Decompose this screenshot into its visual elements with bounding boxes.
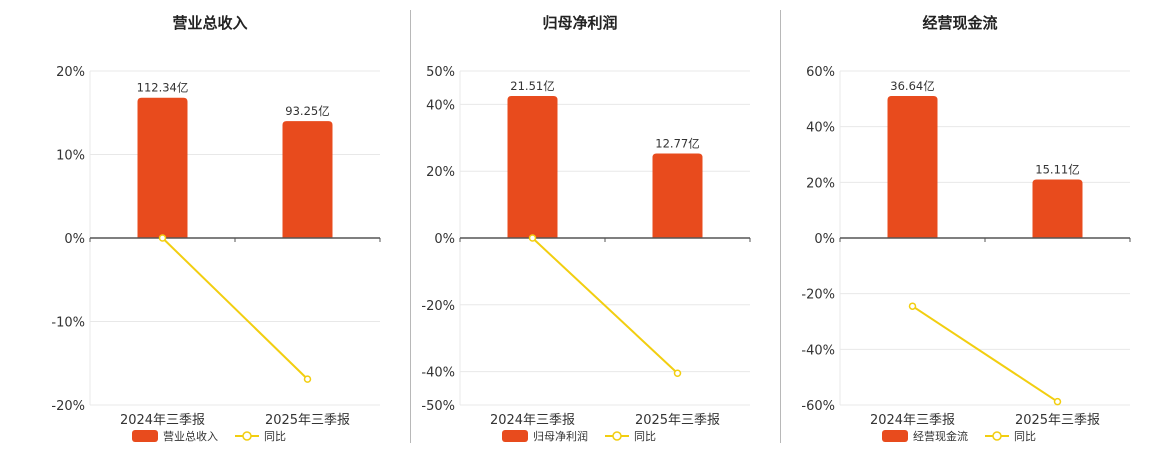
legend-label: 归母净利润 <box>533 429 588 443</box>
revenue-chart: 营业总收入 -20% -10% 0% 10% 20% 112.34亿 93.25亿 2024年三… <box>51 14 381 443</box>
y-tick-label: 40% <box>426 98 455 113</box>
x-category-label: 2024年三季报 <box>870 413 955 428</box>
y-tick-label: 20% <box>426 165 455 180</box>
chart-title: 归母净利润 <box>542 14 617 32</box>
x-category-label: 2024年三季报 <box>120 413 205 428</box>
legend-label: 经营现金流 <box>913 429 968 443</box>
cash-flow-chart: 经营现金流 -60% -40% -20% 0% 20% 40% 60% 36.64亿 15.11亿… <box>801 14 1131 443</box>
bar <box>1032 179 1083 238</box>
legend-line-marker <box>992 431 1002 441</box>
bar-value-label: 15.11亿 <box>1035 163 1079 177</box>
yoy-line <box>531 237 679 375</box>
y-tick-label: 10% <box>56 149 85 164</box>
yoy-point <box>303 375 312 383</box>
yoy-point <box>158 234 167 242</box>
yoy-line <box>161 237 309 380</box>
y-tick-label: -60% <box>801 399 835 414</box>
y-tick-label: -40% <box>421 366 455 381</box>
legend-bar-swatch <box>882 430 908 442</box>
chart-title: 营业总收入 <box>172 14 247 32</box>
chart-panel-revenue: 营业总收入 -20% -10% 0% 10% 20% 112.34亿 93.25亿 2024年三… <box>0 0 410 450</box>
net-profit-chart: 归母净利润 -50% -40% -20% 0% 20% 40% 50% 21.51亿 12.77亿… <box>421 14 751 443</box>
bar-value-label: 21.51亿 <box>510 79 554 93</box>
legend-label: 同比 <box>1014 430 1036 443</box>
y-tick-label: -50% <box>421 399 455 414</box>
y-tick-label: 50% <box>426 65 455 80</box>
bar <box>282 121 333 238</box>
y-tick-label: 40% <box>806 121 835 136</box>
y-tick-label: -20% <box>421 299 455 314</box>
y-tick-label: 60% <box>806 65 835 80</box>
y-tick-label: -10% <box>51 316 85 331</box>
yoy-point <box>908 302 917 310</box>
bar <box>887 96 938 238</box>
panel-divider <box>780 10 781 443</box>
y-tick-label: -20% <box>51 399 85 414</box>
bar-value-label: 36.64亿 <box>890 79 934 93</box>
yoy-point <box>673 369 682 378</box>
chart-title: 经营现金流 <box>922 14 997 32</box>
chart-panel-net-profit: 归母净利润 -50% -40% -20% 0% 20% 40% 50% 21.51亿 12.77亿… <box>370 0 780 450</box>
x-category-label: 2025年三季报 <box>635 413 720 428</box>
y-tick-label: 20% <box>56 65 85 80</box>
x-category-label: 2025年三季报 <box>1015 413 1100 428</box>
y-tick-label: 0% <box>64 232 85 247</box>
x-category-label: 2025年三季报 <box>265 413 350 428</box>
legend-label: 同比 <box>264 430 286 443</box>
bar <box>652 153 703 238</box>
chart-panel-cash-flow: 经营现金流 -60% -40% -20% 0% 20% 40% 60% 36.64亿 15.11亿… <box>750 0 1160 450</box>
bar-value-label: 12.77亿 <box>655 136 699 150</box>
legend-line-marker <box>242 431 252 441</box>
y-tick-label: 0% <box>814 232 835 247</box>
x-category-label: 2024年三季报 <box>490 413 575 428</box>
y-tick-label: -40% <box>801 343 835 358</box>
legend-label: 营业总收入 <box>163 429 218 443</box>
yoy-point <box>1053 397 1062 406</box>
bar-value-label: 93.25亿 <box>285 104 329 118</box>
bar-value-label: 112.34亿 <box>137 81 189 95</box>
bar <box>137 97 188 238</box>
y-tick-label: 20% <box>806 176 835 191</box>
yoy-point <box>528 234 537 242</box>
legend-label: 同比 <box>634 430 656 443</box>
panel-divider <box>410 10 411 443</box>
legend-line-marker <box>612 431 622 441</box>
legend-bar-swatch <box>502 430 528 442</box>
legend-bar-swatch <box>132 430 158 442</box>
y-tick-label: 0% <box>434 232 455 247</box>
yoy-line <box>911 305 1059 403</box>
y-tick-label: -20% <box>801 288 835 303</box>
bar <box>507 96 558 238</box>
